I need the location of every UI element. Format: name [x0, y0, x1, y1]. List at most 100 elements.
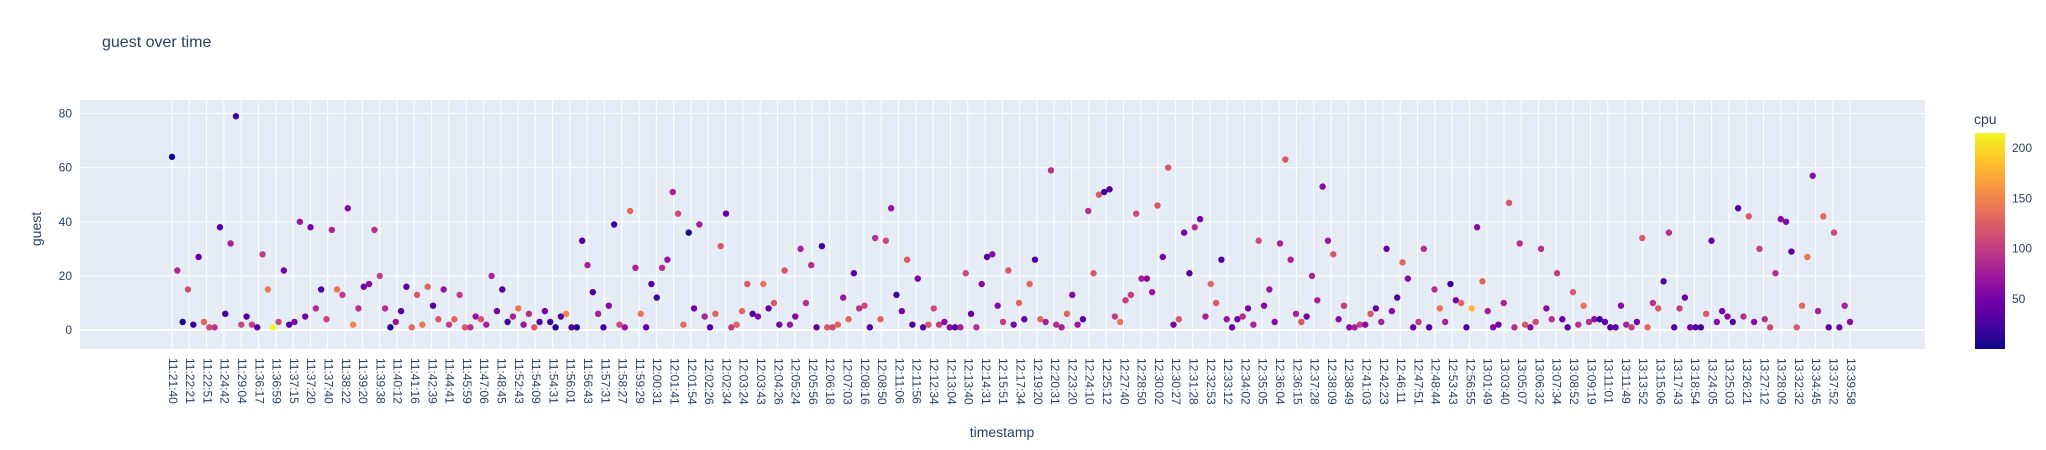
scatter-point [1447, 280, 1454, 288]
x-tick-label: 11:37:15 [287, 358, 301, 404]
x-tick-label: 12:08:50 [875, 358, 889, 405]
scatter-point [227, 240, 234, 247]
scatter-point [1782, 218, 1790, 225]
scatter-point [408, 324, 415, 331]
scatter-point [1559, 316, 1566, 323]
scatter-point [1101, 188, 1108, 196]
scatter-point [568, 324, 575, 331]
x-tick-label: 11:36:17 [252, 358, 266, 404]
scatter-point [1143, 275, 1151, 282]
x-tick-label: 12:11:56 [910, 358, 924, 404]
scatter-point [1612, 324, 1619, 331]
scatter-point [1404, 275, 1412, 282]
x-tick-label: 12:28:50 [1135, 358, 1149, 405]
scatter-point [616, 321, 623, 328]
scatter-point [1564, 324, 1571, 331]
scatter-point [1431, 286, 1438, 293]
scatter-point [451, 316, 458, 323]
y-tick-label: 20 [59, 269, 73, 283]
scatter-point [1415, 318, 1422, 326]
scatter-point [1537, 245, 1545, 253]
scatter-point [893, 291, 900, 299]
scatter-point [472, 313, 479, 320]
scatter-point [978, 280, 985, 288]
scatter-point [1846, 318, 1854, 326]
scatter-point [333, 286, 341, 293]
scatter-point [1671, 324, 1678, 331]
x-tick-label: 13:05:07 [1515, 358, 1529, 405]
scatter-point [1058, 324, 1065, 331]
scatter-point [238, 321, 245, 328]
scatter-point [605, 302, 613, 309]
x-tick-label: 12:01:41 [667, 358, 681, 405]
scatter-point [680, 321, 687, 328]
scatter-point [381, 305, 389, 312]
scatter-point [871, 234, 879, 242]
scatter-point [930, 305, 937, 312]
x-tick-label: 11:22:21 [183, 358, 197, 404]
scatter-point [1841, 302, 1848, 309]
y-axis-title: guest [28, 212, 44, 246]
scatter-point [578, 237, 586, 244]
x-tick-label: 11:37:40 [322, 358, 336, 404]
y-tick-labels: 0 20 40 60 80 [59, 107, 73, 338]
x-tick-label: 12:38:49 [1342, 358, 1356, 405]
scatter-point [1702, 310, 1710, 318]
scatter-point [296, 218, 304, 225]
x-tick-label: 12:23:20 [1065, 358, 1079, 405]
scatter-point [1228, 324, 1236, 331]
scatter-point [493, 307, 501, 315]
scatter-point [1047, 167, 1055, 174]
scatter-point [1244, 305, 1252, 312]
scatter-point [461, 324, 469, 331]
scatter-point [802, 299, 810, 307]
scatter-point [264, 286, 272, 293]
scatter-point [1697, 324, 1705, 331]
scatter-point [1388, 307, 1396, 315]
scatter-point [935, 321, 943, 328]
scatter-point [1655, 305, 1662, 312]
scatter-point [813, 324, 820, 331]
scatter-point [525, 310, 533, 318]
x-tick-label: 13:24:05 [1705, 358, 1719, 405]
scatter-point [1314, 297, 1321, 304]
x-axis-title: timestamp [970, 424, 1035, 440]
scatter-point [776, 321, 783, 328]
scatter-point [1271, 318, 1278, 326]
scatter-point [706, 324, 714, 331]
scatter-point [317, 286, 325, 293]
scatter-point [403, 283, 410, 290]
x-tick-label: 12:02:34 [719, 358, 733, 405]
scatter-point [1015, 299, 1023, 307]
scatter-point [1372, 305, 1380, 312]
scatter-point [632, 264, 639, 272]
scatter-point [1836, 324, 1843, 331]
scatter-point [824, 324, 831, 331]
scatter-point [1750, 318, 1758, 326]
x-tick-label: 11:41:16 [408, 358, 422, 404]
scatter-point [600, 324, 607, 331]
x-tick-label: 12:30:27 [1169, 358, 1183, 405]
colorbar-tick-label: 100 [2012, 242, 2032, 256]
colorbar-tick-label: 200 [2012, 141, 2032, 155]
scatter-point [1766, 324, 1774, 331]
scatter-point [1090, 270, 1097, 277]
scatter-point [973, 324, 980, 331]
scatter-point [1138, 275, 1145, 282]
scatter-point [712, 310, 719, 318]
x-tick-label: 11:42:39 [425, 358, 439, 404]
scatter-point [946, 324, 953, 331]
scatter-point [941, 318, 948, 326]
scatter-point [1633, 318, 1641, 326]
scatter-point [1724, 313, 1731, 320]
scatter-point [792, 313, 799, 320]
scatter-point [211, 324, 218, 331]
scatter-point [674, 210, 682, 217]
x-tick-label: 12:01:54 [685, 358, 699, 405]
scatter-point [344, 205, 351, 212]
scatter-point [1649, 299, 1657, 307]
scatter-point [488, 272, 495, 280]
scatter-point [1180, 229, 1188, 236]
scatter-point [1585, 318, 1593, 326]
scatter-point [254, 324, 261, 331]
